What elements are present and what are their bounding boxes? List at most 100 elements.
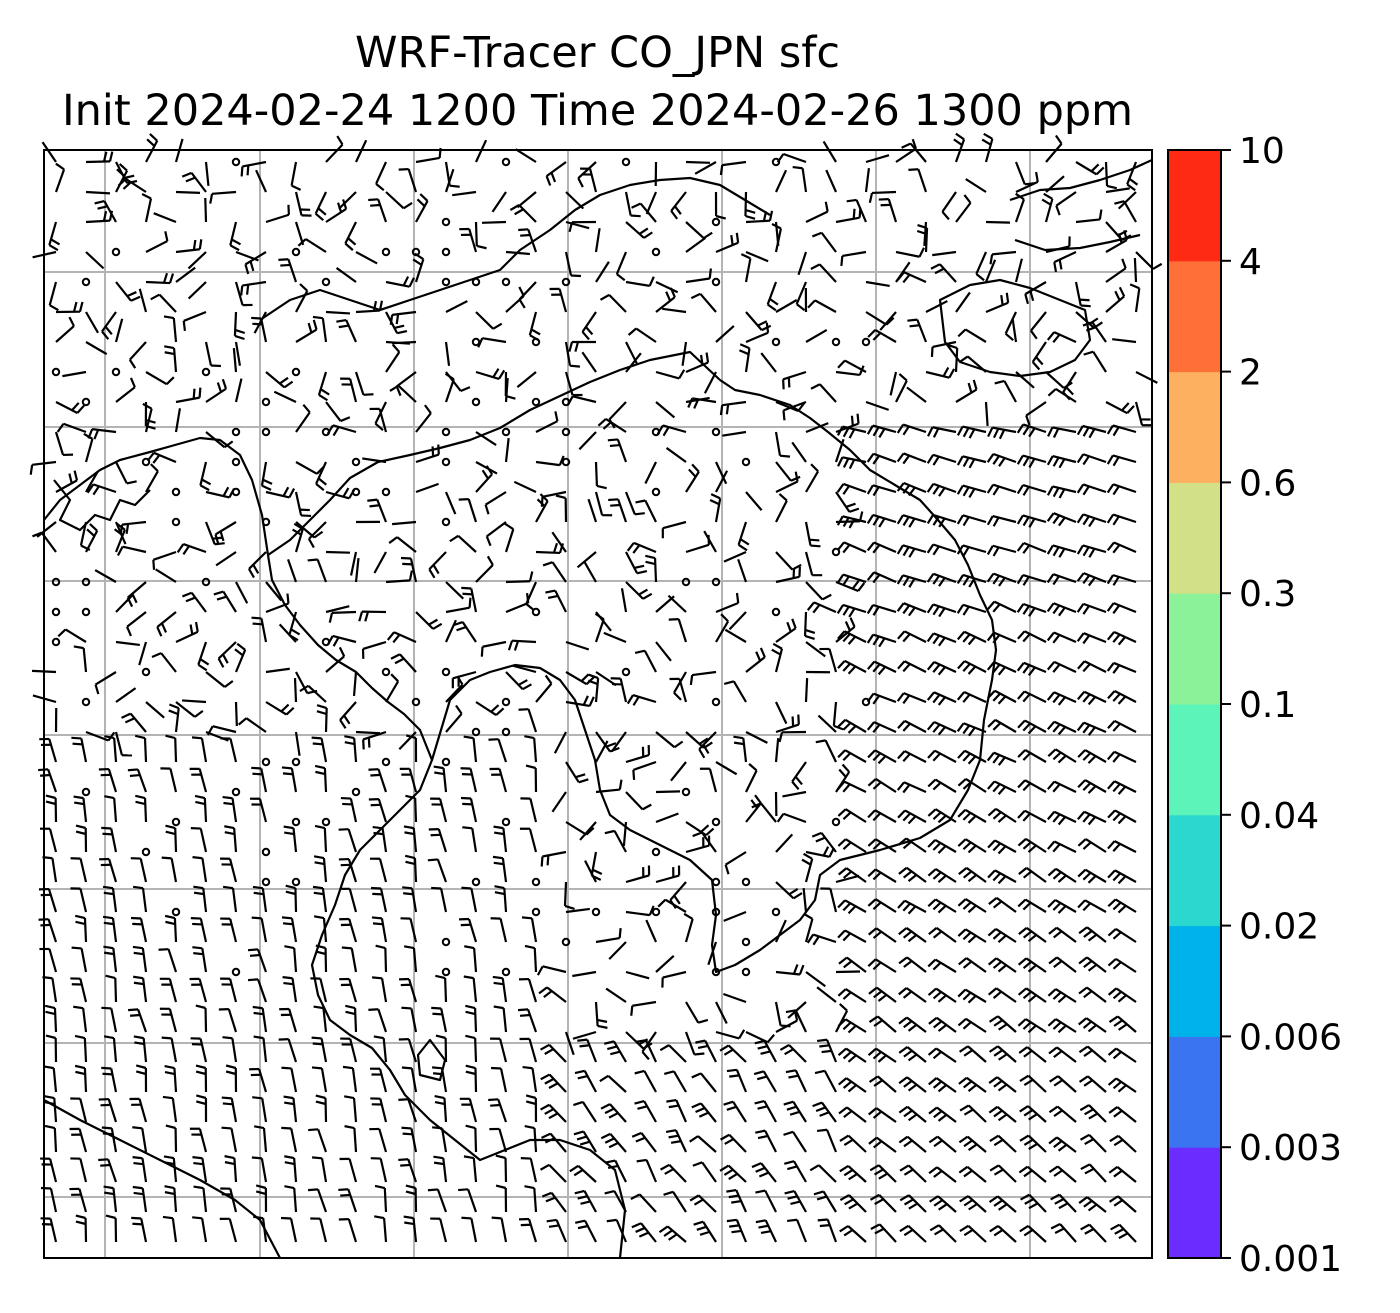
wind-barb bbox=[44, 1124, 58, 1153]
wind-barb bbox=[928, 1016, 957, 1033]
wind-barb bbox=[278, 258, 298, 283]
wind-barb bbox=[864, 168, 871, 193]
wind-barb bbox=[720, 1133, 747, 1153]
wind-barb bbox=[515, 148, 537, 163]
wind-barb bbox=[1047, 780, 1077, 793]
wind-barb bbox=[776, 812, 807, 824]
wind-barb bbox=[222, 795, 238, 823]
wind-barb bbox=[1019, 1134, 1047, 1153]
wind-barb bbox=[987, 426, 1017, 440]
wind-barb bbox=[307, 1188, 328, 1213]
wind-barb bbox=[1078, 1045, 1107, 1063]
calm-circle bbox=[771, 907, 781, 917]
wind-barb bbox=[1076, 810, 1107, 826]
wind-barb bbox=[1048, 1105, 1077, 1123]
wind-barb bbox=[524, 944, 538, 973]
wind-barb bbox=[987, 869, 1017, 885]
wind-barb bbox=[57, 628, 87, 643]
wind-barb bbox=[165, 734, 178, 763]
wind-barb bbox=[870, 1223, 897, 1243]
wind-barb bbox=[754, 1099, 777, 1123]
wind-barb bbox=[213, 590, 237, 613]
wind-barb bbox=[625, 551, 648, 575]
colorbar-segment bbox=[1168, 1147, 1221, 1259]
wind-barb bbox=[444, 168, 455, 193]
calm-circle bbox=[261, 847, 271, 857]
wind-barb bbox=[339, 917, 358, 943]
wind-barb bbox=[587, 673, 600, 703]
wind-barb bbox=[369, 407, 388, 433]
wind-barb bbox=[475, 701, 505, 716]
calm-circle bbox=[621, 667, 631, 677]
wind-barb bbox=[281, 766, 298, 793]
calm-circle bbox=[711, 277, 721, 287]
wind-barb bbox=[608, 498, 628, 523]
wind-barb bbox=[1004, 311, 1017, 341]
wind-barb bbox=[784, 1160, 807, 1183]
wind-barb bbox=[655, 731, 684, 749]
wind-barb bbox=[368, 768, 388, 793]
calm-circle bbox=[141, 847, 151, 857]
wind-barb bbox=[928, 1077, 957, 1093]
wind-barb bbox=[395, 371, 417, 397]
wind-barb bbox=[175, 190, 201, 194]
wind-barb bbox=[947, 343, 959, 373]
wind-barb bbox=[174, 408, 182, 433]
wind-barb bbox=[193, 1185, 208, 1213]
wind-barb bbox=[599, 1074, 627, 1093]
wind-barb bbox=[192, 946, 208, 973]
wind-barb bbox=[235, 581, 249, 604]
wind-barb bbox=[44, 1004, 58, 1033]
wind-barb bbox=[102, 915, 118, 943]
wind-barb bbox=[428, 828, 448, 853]
wind-barb bbox=[493, 825, 508, 853]
wind-barb bbox=[338, 191, 357, 210]
wind-barb bbox=[665, 447, 687, 463]
wind-barb bbox=[444, 372, 455, 403]
wind-barb bbox=[655, 401, 676, 419]
wind-barb bbox=[251, 916, 268, 943]
wind-barb bbox=[1050, 1193, 1077, 1213]
wind-barb bbox=[403, 1215, 418, 1243]
wind-barb bbox=[132, 1156, 148, 1183]
wind-barb bbox=[445, 597, 472, 614]
wind-barb bbox=[415, 444, 440, 464]
wind-barb bbox=[631, 202, 657, 223]
wind-barb bbox=[897, 809, 927, 825]
wind-barb bbox=[835, 491, 860, 513]
wind-barb bbox=[722, 992, 747, 1004]
wind-barb bbox=[132, 885, 148, 913]
wind-barb bbox=[775, 701, 788, 725]
wind-barb bbox=[138, 288, 148, 313]
colorbar-segment bbox=[1168, 260, 1221, 373]
wind-barb bbox=[145, 231, 169, 253]
wind-barb bbox=[817, 1218, 838, 1243]
wind-barb bbox=[485, 521, 507, 547]
wind-barb bbox=[927, 898, 957, 914]
wind-barb bbox=[986, 544, 1017, 557]
wind-barb bbox=[722, 430, 747, 437]
wind-barb bbox=[907, 318, 928, 343]
wind-barb bbox=[1024, 281, 1047, 305]
calm-circle bbox=[321, 277, 331, 287]
wind-barb bbox=[314, 824, 328, 853]
wind-barb bbox=[219, 1217, 238, 1243]
wind-barb bbox=[294, 191, 312, 217]
wind-barb bbox=[398, 1098, 418, 1123]
wind-barb bbox=[565, 191, 585, 210]
wind-barb bbox=[568, 340, 597, 352]
wind-barb bbox=[988, 1015, 1017, 1033]
wind-barb bbox=[1078, 1196, 1107, 1213]
wind-barb bbox=[625, 352, 642, 373]
wind-barb bbox=[555, 494, 568, 523]
wind-barb bbox=[775, 714, 800, 734]
wind-barb bbox=[489, 1127, 508, 1153]
wind-barb bbox=[1107, 1077, 1137, 1093]
wind-barb bbox=[804, 677, 809, 703]
wind-barb bbox=[805, 201, 829, 223]
wind-barb bbox=[484, 491, 507, 515]
wind-barb bbox=[814, 1069, 837, 1093]
wind-barb bbox=[1106, 661, 1137, 674]
wind-barb bbox=[899, 1194, 927, 1213]
wind-barb bbox=[205, 378, 228, 403]
